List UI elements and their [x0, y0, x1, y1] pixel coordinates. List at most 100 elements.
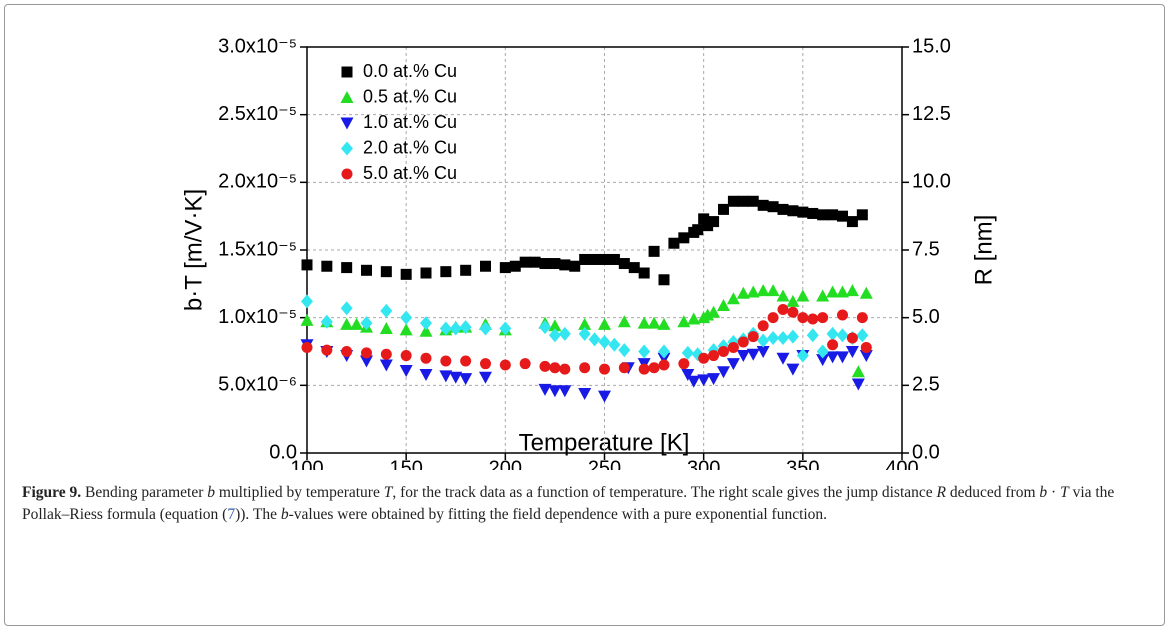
legend-marker — [341, 141, 353, 156]
marker — [479, 371, 492, 384]
marker — [598, 335, 611, 350]
marker — [539, 258, 551, 270]
marker — [826, 351, 840, 364]
marker — [449, 321, 462, 336]
marker — [837, 309, 848, 321]
marker — [341, 262, 353, 274]
figure-frame — [4, 4, 1165, 626]
marker — [608, 253, 620, 265]
marker — [851, 365, 865, 378]
y-axis-title: b·T [m/V·K] — [180, 189, 207, 311]
marker — [856, 328, 869, 343]
marker — [480, 358, 491, 370]
marker — [301, 294, 313, 309]
marker — [846, 216, 858, 228]
marker — [379, 359, 393, 372]
marker — [321, 344, 333, 356]
marker — [806, 328, 819, 343]
marker — [628, 262, 640, 274]
marker — [618, 362, 630, 374]
marker — [846, 332, 858, 344]
legend-label: 1.0 at.% Cu — [363, 112, 457, 132]
marker — [440, 355, 452, 367]
marker — [460, 264, 472, 276]
marker — [658, 274, 670, 286]
marker — [836, 285, 849, 298]
marker — [767, 201, 779, 213]
marker — [638, 363, 650, 375]
marker — [687, 312, 701, 325]
marker — [617, 315, 631, 328]
marker — [707, 373, 721, 386]
marker — [681, 345, 694, 360]
marker — [499, 262, 511, 274]
marker — [350, 317, 364, 330]
marker — [360, 316, 373, 331]
marker — [459, 320, 472, 335]
marker — [817, 209, 829, 221]
marker — [776, 289, 790, 302]
marker — [757, 199, 769, 211]
y-tick-label: 2.0x10⁻⁵ — [218, 171, 297, 193]
marker — [400, 350, 412, 362]
x-tick-label: 150 — [389, 457, 422, 470]
marker — [460, 355, 472, 367]
y-tick-label: 5.0x10⁻⁶ — [218, 374, 297, 396]
marker — [420, 267, 432, 279]
marker — [827, 339, 839, 351]
caption-text: )). The — [235, 506, 277, 523]
caption-text: multiplied by temperature — [218, 484, 380, 501]
marker — [718, 346, 729, 357]
marker — [826, 285, 840, 298]
y2-tick-label: 5.0 — [912, 306, 940, 328]
marker — [797, 312, 809, 324]
marker — [361, 347, 372, 359]
caption-text: -values were obtained by fitting the fie… — [288, 506, 828, 523]
legend-label: 5.0 at.% Cu — [363, 163, 457, 183]
marker — [459, 373, 473, 386]
marker — [767, 312, 779, 324]
marker — [608, 337, 621, 352]
marker — [726, 358, 740, 371]
chart: Temperature [K] b·T [m/V·K] R [nm] 100 15… — [180, 35, 997, 470]
marker — [509, 260, 521, 272]
legend-label: 2.0 at.% Cu — [363, 137, 457, 157]
y-tick-label: 0.0 — [269, 441, 297, 463]
legend-label: 0.5 at.% Cu — [363, 86, 457, 106]
caption-symbol: b — [207, 484, 215, 501]
marker — [499, 321, 512, 336]
legend-marker — [341, 168, 353, 180]
marker — [797, 206, 809, 218]
marker — [301, 259, 313, 271]
marker — [707, 305, 721, 318]
marker — [807, 313, 819, 325]
marker — [657, 317, 671, 330]
marker — [598, 317, 611, 330]
marker — [538, 383, 552, 396]
y2-tick-label: 15.0 — [912, 35, 951, 57]
legend-label: 0.0 at.% Cu — [363, 61, 457, 81]
caption-symbol: b — [1039, 484, 1048, 501]
marker — [697, 374, 711, 387]
marker — [648, 245, 660, 257]
marker — [380, 303, 393, 318]
caption-text: , for the track data as a function of te… — [392, 484, 933, 501]
equation-link[interactable]: 7 — [227, 506, 236, 523]
marker — [708, 350, 720, 362]
marker — [726, 292, 740, 305]
marker — [816, 354, 830, 367]
marker — [529, 256, 541, 268]
marker — [677, 315, 691, 328]
caption-text: deduced from — [949, 484, 1036, 501]
marker — [851, 378, 865, 391]
marker — [807, 207, 819, 219]
marker — [756, 284, 770, 297]
marker — [817, 312, 829, 324]
marker — [658, 344, 670, 359]
marker — [548, 385, 562, 398]
marker — [747, 195, 759, 207]
marker — [618, 343, 631, 358]
marker — [549, 362, 561, 374]
marker — [796, 348, 809, 363]
